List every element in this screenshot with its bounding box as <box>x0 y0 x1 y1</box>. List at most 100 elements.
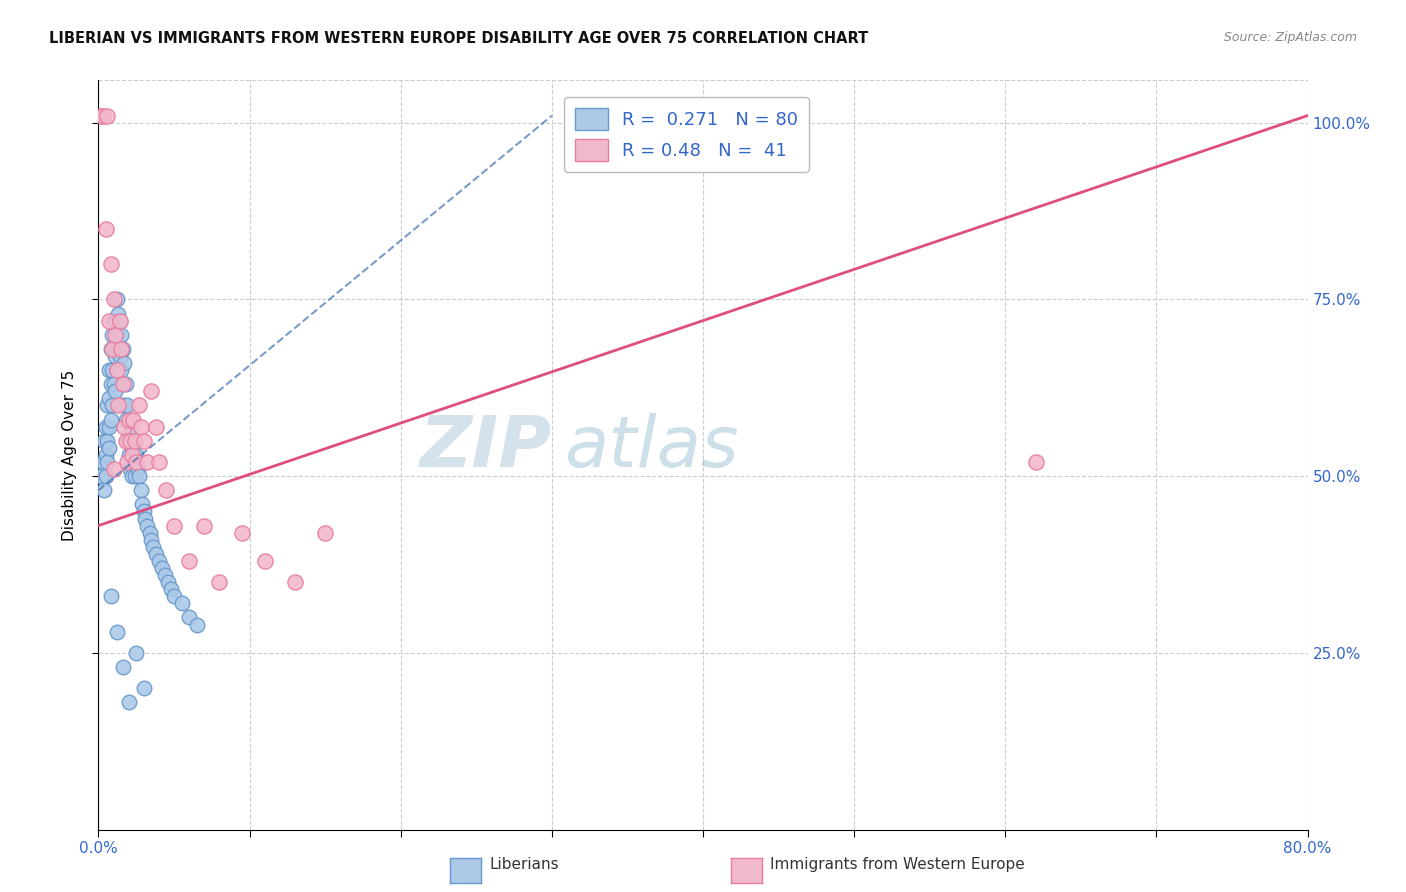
Point <box>128 399 150 413</box>
Point <box>111 377 134 392</box>
Point <box>93 434 115 448</box>
Point <box>94 221 117 235</box>
Point <box>98 392 121 406</box>
Point <box>94 419 117 434</box>
Point <box>132 504 155 518</box>
Point <box>100 377 122 392</box>
Point <box>105 327 128 342</box>
Text: ZIP: ZIP <box>419 413 551 482</box>
Point <box>139 525 162 540</box>
Point <box>100 342 122 356</box>
Point <box>90 109 112 123</box>
Point <box>93 483 115 498</box>
Point <box>114 412 136 426</box>
Point <box>114 434 136 448</box>
Point <box>115 455 138 469</box>
Point <box>132 434 155 448</box>
Point <box>94 469 117 483</box>
Point <box>148 455 170 469</box>
Point <box>110 363 132 377</box>
Point <box>103 462 125 476</box>
Point <box>111 377 134 392</box>
Point <box>129 483 152 498</box>
Point <box>179 610 201 624</box>
Legend: R =  0.271   N = 80, R = 0.48   N =  41: R = 0.271 N = 80, R = 0.48 N = 41 <box>564 97 808 171</box>
Point <box>101 342 124 356</box>
Point <box>141 384 163 399</box>
Point <box>193 518 215 533</box>
Point <box>284 575 307 590</box>
Point <box>98 363 121 377</box>
Text: atlas: atlas <box>564 413 738 482</box>
Point <box>115 399 138 413</box>
Point <box>98 419 121 434</box>
Point <box>141 533 163 547</box>
Point <box>134 511 156 525</box>
Point <box>124 434 146 448</box>
Point <box>105 624 128 639</box>
Point <box>120 426 142 441</box>
Point <box>125 646 148 660</box>
Point <box>121 469 143 483</box>
Point <box>96 109 118 123</box>
Point <box>111 342 134 356</box>
Point <box>122 455 145 469</box>
Point <box>104 313 127 327</box>
Point <box>132 681 155 696</box>
Text: Immigrants from Western Europe: Immigrants from Western Europe <box>770 857 1025 872</box>
Point <box>163 589 186 603</box>
Point <box>103 293 125 307</box>
Point <box>103 342 125 356</box>
Point <box>105 293 128 307</box>
Point <box>120 462 142 476</box>
Point <box>118 448 141 462</box>
Point <box>100 412 122 426</box>
Point <box>1024 455 1046 469</box>
Text: Liberians: Liberians <box>489 857 560 872</box>
Point <box>105 363 128 377</box>
Point <box>104 349 127 363</box>
Point <box>124 434 146 448</box>
Point <box>112 356 135 370</box>
Point <box>128 469 150 483</box>
Point <box>110 399 132 413</box>
Point <box>101 363 124 377</box>
Point <box>105 363 128 377</box>
Point <box>103 313 125 327</box>
Point <box>112 399 135 413</box>
Point <box>108 313 131 327</box>
Point <box>104 384 127 399</box>
Point <box>121 441 143 455</box>
Point <box>118 695 141 709</box>
Point <box>96 455 118 469</box>
Point <box>98 441 121 455</box>
Point <box>91 109 114 123</box>
Point <box>208 575 231 590</box>
Point <box>101 399 124 413</box>
Point <box>118 412 141 426</box>
Point <box>156 575 179 590</box>
Point <box>101 327 124 342</box>
Point <box>111 660 134 674</box>
Point <box>112 419 135 434</box>
Point <box>142 540 165 554</box>
Y-axis label: Disability Age Over 75: Disability Age Over 75 <box>62 369 77 541</box>
Point <box>103 377 125 392</box>
Point <box>231 525 253 540</box>
Point <box>148 554 170 568</box>
Point <box>107 307 129 321</box>
Text: LIBERIAN VS IMMIGRANTS FROM WESTERN EUROPE DISABILITY AGE OVER 75 CORRELATION CH: LIBERIAN VS IMMIGRANTS FROM WESTERN EURO… <box>49 31 869 46</box>
Point <box>186 617 208 632</box>
Point <box>90 469 112 483</box>
Point <box>314 525 336 540</box>
Point <box>150 561 173 575</box>
Point <box>129 419 152 434</box>
Point <box>118 412 141 426</box>
Point <box>107 342 129 356</box>
Point <box>155 483 177 498</box>
Point <box>110 327 132 342</box>
Point <box>131 497 153 511</box>
Point <box>96 434 118 448</box>
Point <box>108 313 131 327</box>
Point <box>121 448 143 462</box>
